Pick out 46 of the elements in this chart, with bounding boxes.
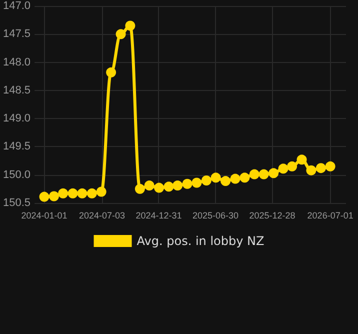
point <box>220 176 231 186</box>
point <box>258 169 269 180</box>
x-tick-label: 2025-06-30 <box>192 210 239 220</box>
x-tick-label: 2026-07-01 <box>307 210 354 220</box>
point <box>96 186 106 197</box>
point <box>201 175 212 186</box>
y-tick-label: 149.5 <box>2 140 31 153</box>
point <box>316 163 326 174</box>
y-tick-label: 148.0 <box>2 56 31 68</box>
y-tick-label: 149.0 <box>2 112 31 125</box>
point <box>144 180 154 191</box>
point <box>230 174 240 184</box>
point <box>306 165 316 176</box>
point <box>325 161 336 172</box>
point <box>48 191 59 202</box>
point <box>287 161 298 172</box>
point <box>58 188 68 198</box>
point <box>154 182 164 193</box>
x-tick-label: 2024-12-31 <box>136 210 182 220</box>
point <box>182 178 192 189</box>
y-tick-label: 147.5 <box>2 28 31 40</box>
point <box>164 182 174 192</box>
x-tick-label: 2024-01-01 <box>21 210 68 220</box>
point <box>268 168 279 178</box>
y-tick-label: 147.0 <box>2 0 31 12</box>
y-tick-label: 150.5 <box>2 197 31 209</box>
point <box>210 172 221 183</box>
x-tick-label: 2025-12-28 <box>249 210 296 220</box>
point <box>77 188 88 198</box>
point <box>39 192 50 202</box>
point <box>249 169 260 180</box>
point <box>86 188 97 198</box>
point <box>192 178 202 188</box>
y-tick-label: 150.0 <box>2 168 31 181</box>
point <box>278 164 288 174</box>
point <box>106 67 116 78</box>
point <box>296 154 307 165</box>
legend-label: Avg. pos. in lobby NZ <box>136 234 264 248</box>
point <box>134 184 145 194</box>
point <box>116 29 126 40</box>
point <box>172 180 183 191</box>
point <box>125 20 136 31</box>
x-tick-label: 2024-07-03 <box>78 210 125 220</box>
y-tick-label: 148.5 <box>2 84 31 96</box>
point <box>240 172 250 183</box>
point <box>68 188 78 198</box>
